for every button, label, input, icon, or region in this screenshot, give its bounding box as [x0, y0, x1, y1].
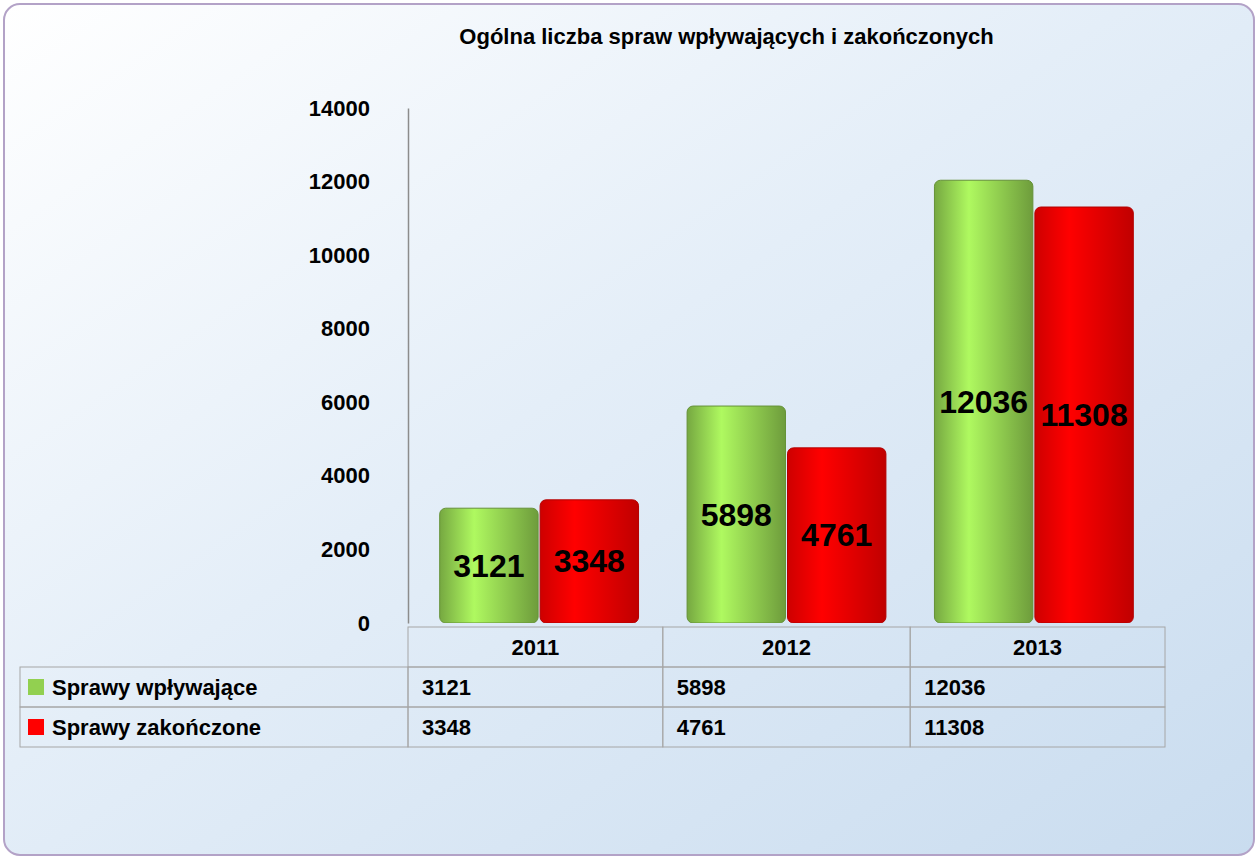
table-cell [408, 627, 663, 667]
x-tick-label: 2012 [762, 635, 811, 660]
chart: Ogólna liczba spraw wpływających i zakoń… [0, 0, 1258, 859]
bars [440, 180, 1134, 623]
y-tick: 6000 [321, 390, 408, 415]
x-tick-label: 2013 [1013, 635, 1062, 660]
table-cell [910, 707, 1165, 747]
bar [687, 406, 785, 623]
table-cell [408, 707, 663, 747]
legend-label: Sprawy wpływające [52, 675, 257, 700]
table-cell [663, 707, 910, 747]
y-tick: 8000 [321, 316, 408, 341]
y-tick: 2000 [321, 537, 408, 562]
y-axis-line [408, 109, 410, 624]
y-tick-label: 0 [358, 611, 370, 636]
table-value: 11308 [924, 715, 984, 740]
data-labels: 3121 5898 12036 3348 4761 11308 [453, 384, 1127, 584]
y-tick-label: 4000 [321, 463, 370, 488]
y-tick-label: 12000 [309, 169, 370, 194]
data-label: 4761 [801, 517, 872, 553]
title: Ogólna liczba spraw wpływających i zakoń… [459, 24, 993, 49]
table-value: 3348 [422, 715, 471, 740]
y-tick-label: 10000 [309, 243, 370, 268]
table-value: 3121 [422, 675, 471, 700]
background [4, 4, 1254, 855]
y-tick: 12000 [309, 169, 408, 194]
data-label: 3121 [453, 548, 524, 584]
legend-label: Sprawy zakończone [52, 715, 261, 740]
bar [934, 180, 1032, 623]
data-label: 3348 [554, 543, 625, 579]
data-label: 11308 [1040, 397, 1127, 433]
table-cell [910, 627, 1165, 667]
table-value: 12036 [924, 675, 985, 700]
table-cell [910, 667, 1165, 707]
y-tick: 10000 [309, 243, 408, 268]
bar [440, 508, 538, 623]
y-tick-label: 6000 [321, 390, 370, 415]
y-tick-label: 8000 [321, 316, 370, 341]
table-cell [20, 667, 408, 707]
y-tick: 4000 [321, 463, 408, 488]
y-tick-label: 2000 [321, 537, 370, 562]
x-tick-label: 2011 [512, 635, 560, 660]
y-tick: 0 [358, 611, 408, 636]
bar [788, 448, 886, 623]
table-cell [408, 667, 663, 707]
table-value: 5898 [677, 675, 726, 700]
data-label: 5898 [701, 497, 772, 533]
data-table: 2011 2012 2013 Sprawy wpływające 3121 5898 120… [20, 627, 1165, 747]
bar [540, 500, 638, 623]
bar [1035, 207, 1133, 623]
table-cell [663, 627, 910, 667]
table-value: 4761 [677, 715, 726, 740]
legend-swatch [28, 679, 44, 695]
table-cell [20, 707, 408, 747]
y-tick-label: 14000 [309, 96, 370, 121]
y-tick: 14000 [309, 96, 408, 121]
legend-swatch [28, 719, 44, 735]
data-label: 12036 [939, 384, 1028, 420]
y-axis: 0 2000 4000 6000 8000 10000 12000 14000 [309, 96, 409, 636]
table-cell [663, 667, 910, 707]
